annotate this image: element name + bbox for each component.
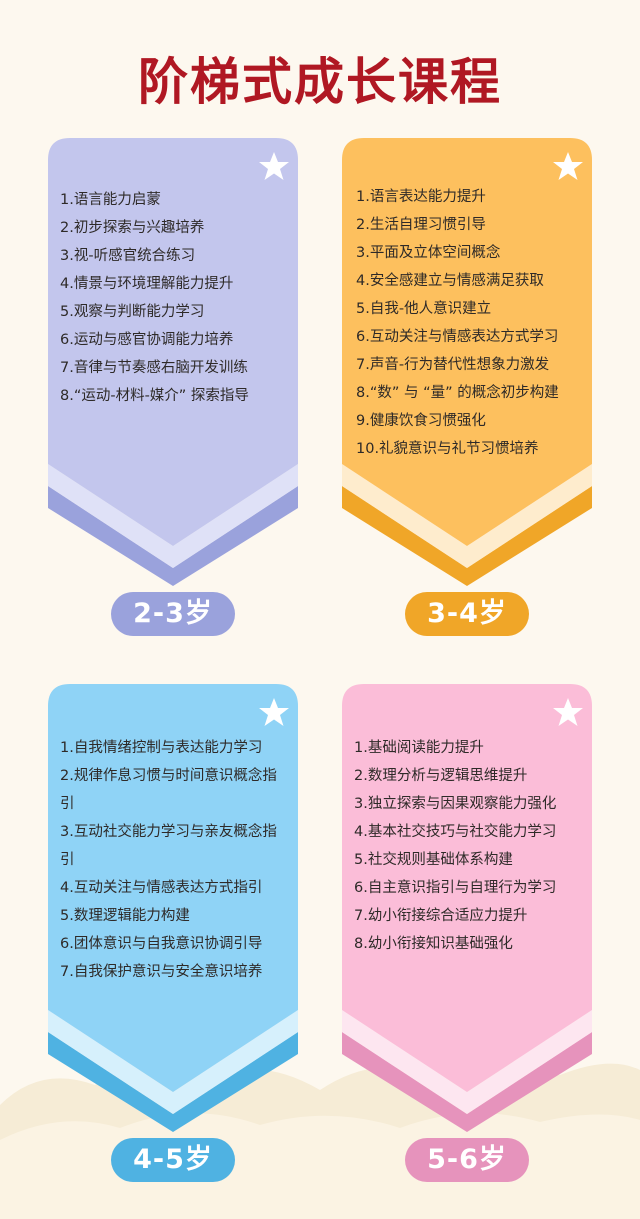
list-item: 6.运动与感官协调能力培养 (60, 332, 234, 348)
list-item: 8.幼小衔接知识基础强化 (354, 936, 513, 952)
list-item: 3.视-听感官统合练习 (60, 248, 196, 264)
card-body (342, 138, 592, 546)
star-icon (553, 152, 583, 180)
course-list: 1.语言能力启蒙 2.初步探索与兴趣培养 3.视-听感官统合练习 4.情景与环境… (60, 186, 292, 410)
card-band (48, 1010, 298, 1114)
list-item: 5.自我-他人意识建立 (356, 301, 492, 317)
card-shape (342, 138, 592, 586)
card-band (48, 464, 298, 568)
list-item: 9.健康饮食习惯强化 (356, 413, 486, 429)
list-item: 3.互动社交能力学习与亲友概念指引 (60, 824, 277, 868)
list-item: 7.声音-行为替代性想象力激发 (356, 357, 550, 373)
age-badge-4-5: 4-5岁 (111, 1138, 235, 1182)
card-shape (48, 138, 298, 586)
star-icon (553, 698, 583, 726)
list-item: 6.团体意识与自我意识协调引导 (60, 936, 263, 952)
card-body (342, 684, 592, 1092)
list-item: 7.幼小衔接综合适应力提升 (354, 908, 528, 924)
list-item: 2.数理分析与逻辑思维提升 (354, 768, 528, 784)
course-card-2-3: 1.语言能力启蒙 2.初步探索与兴趣培养 3.视-听感官统合练习 4.情景与环境… (48, 138, 298, 586)
card-band (342, 1010, 592, 1114)
card-body (48, 138, 298, 546)
list-item: 6.自主意识指引与自理行为学习 (354, 880, 557, 896)
list-item: 3.独立探索与因果观察能力强化 (354, 796, 557, 812)
list-item: 10.礼貌意识与礼节习惯培养 (356, 441, 539, 457)
list-item: 5.数理逻辑能力构建 (60, 908, 190, 924)
star-icon (259, 698, 289, 726)
list-item: 1.基础阅读能力提升 (354, 740, 484, 756)
card-shape (342, 684, 592, 1132)
list-item: 8.“数” 与 “量” 的概念初步构建 (356, 385, 559, 401)
course-card-4-5: 1.自我情绪控制与表达能力学习 2.规律作息习惯与时间意识概念指引 3.互动社交… (48, 684, 298, 1132)
course-list: 1.自我情绪控制与表达能力学习 2.规律作息习惯与时间意识概念指引 3.互动社交… (60, 734, 290, 986)
list-item: 1.语言表达能力提升 (356, 189, 486, 205)
card-edge (342, 1032, 592, 1132)
list-item: 7.音律与节奏感右脑开发训练 (60, 360, 248, 376)
list-item: 4.基本社交技巧与社交能力学习 (354, 824, 557, 840)
page-title: 阶梯式成长课程 (138, 53, 502, 111)
list-item: 2.规律作息习惯与时间意识概念指引 (60, 768, 277, 812)
course-list: 1.基础阅读能力提升 2.数理分析与逻辑思维提升 3.独立探索与因果观察能力强化… (354, 734, 586, 958)
list-item: 4.安全感建立与情感满足获取 (356, 273, 544, 289)
card-edge (342, 486, 592, 586)
list-item: 1.语言能力启蒙 (60, 192, 161, 208)
list-item: 1.自我情绪控制与表达能力学习 (60, 740, 263, 756)
card-shape (48, 684, 298, 1132)
course-list: 1.语言表达能力提升 2.生活自理习惯引导 3.平面及立体空间概念 4.安全感建… (356, 183, 588, 463)
list-item: 4.情景与环境理解能力提升 (60, 276, 234, 292)
course-card-3-4: 1.语言表达能力提升 2.生活自理习惯引导 3.平面及立体空间概念 4.安全感建… (342, 138, 592, 586)
star-icon (259, 152, 289, 180)
age-badge-5-6: 5-6岁 (405, 1138, 529, 1182)
card-body (48, 684, 298, 1092)
list-item: 2.生活自理习惯引导 (356, 217, 486, 233)
list-item: 8.“运动-材料-媒介” 探索指导 (60, 388, 249, 404)
list-item: 7.自我保护意识与安全意识培养 (60, 964, 263, 980)
age-badge-3-4: 3-4岁 (405, 592, 529, 636)
list-item: 5.观察与判断能力学习 (60, 304, 205, 320)
list-item: 3.平面及立体空间概念 (356, 245, 501, 261)
list-item: 6.互动关注与情感表达方式学习 (356, 329, 559, 345)
card-edge (48, 1032, 298, 1132)
list-item: 4.互动关注与情感表达方式指引 (60, 880, 263, 896)
card-band (342, 464, 592, 568)
age-badge-2-3: 2-3岁 (111, 592, 235, 636)
list-item: 2.初步探索与兴趣培养 (60, 220, 205, 236)
course-card-5-6: 1.基础阅读能力提升 2.数理分析与逻辑思维提升 3.独立探索与因果观察能力强化… (342, 684, 592, 1132)
card-edge (48, 486, 298, 586)
list-item: 5.社交规则基础体系构建 (354, 852, 513, 868)
